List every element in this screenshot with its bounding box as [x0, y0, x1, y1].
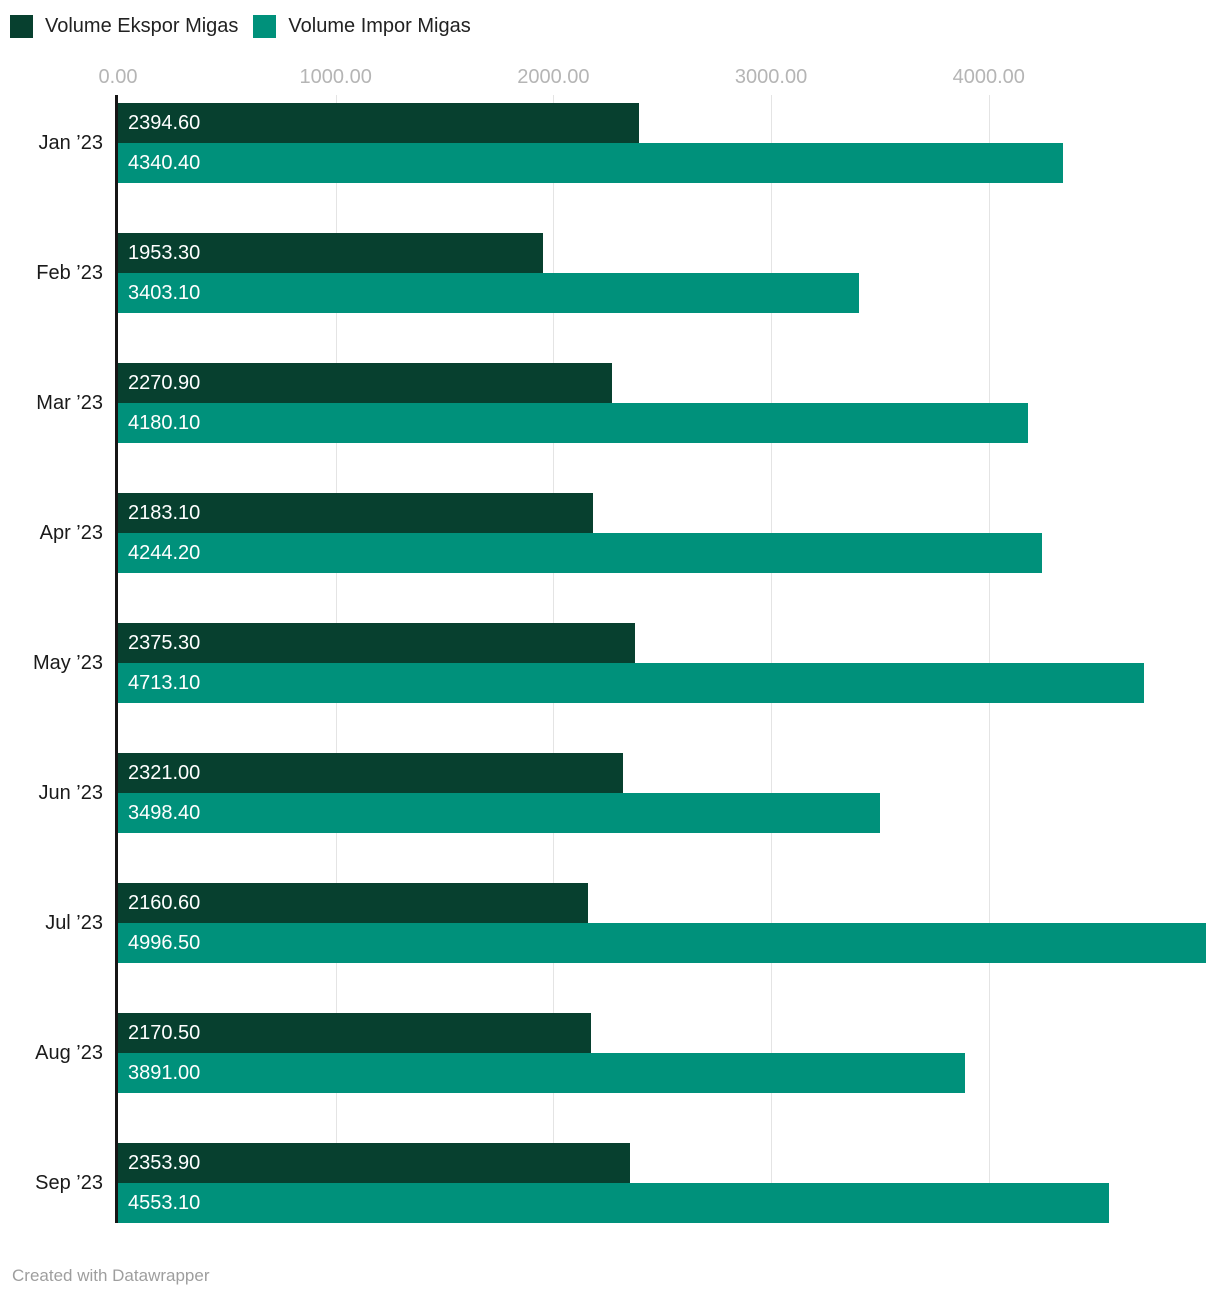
bar-ekspor: 2160.60: [118, 883, 589, 923]
x-tick-label: 1000.00: [299, 66, 372, 88]
x-axis: 0.00 1000.00 2000.00 3000.00 4000.00: [99, 66, 1218, 92]
x-tick-label: 0.00: [98, 66, 138, 88]
value-label: 2353.90: [128, 1152, 201, 1174]
value-label: 3891.00: [128, 1062, 201, 1084]
legend-item: Volume Ekspor Migas: [10, 15, 238, 38]
legend-label: Volume Ekspor Migas: [45, 15, 239, 37]
bar-group: Jun ’23 2321.00 3498.40: [39, 753, 1218, 833]
gridline: [771, 95, 773, 1223]
legend-label: Volume Impor Migas: [288, 15, 471, 37]
bar-impor: 4180.10: [118, 403, 1028, 443]
bar-ekspor: 2353.90: [118, 1143, 631, 1183]
value-label: 3403.10: [128, 282, 201, 304]
category-label: Apr ’23: [39, 522, 103, 544]
category-label: Aug ’23: [35, 1042, 103, 1064]
bar-group: Jan ’23 2394.60 4340.40: [39, 103, 1218, 183]
legend-swatch: [253, 15, 277, 38]
bar-ekspor: 2375.30: [118, 623, 636, 663]
bar-ekspor: 2321.00: [118, 753, 624, 793]
value-label: 4553.10: [128, 1192, 201, 1214]
value-label: 4713.10: [128, 672, 201, 694]
bar-impor: 3891.00: [118, 1053, 966, 1093]
value-label: 3498.40: [128, 802, 201, 824]
bar-ekspor: 2170.50: [118, 1013, 591, 1053]
x-tick-label: 4000.00: [952, 66, 1025, 88]
category-label: Sep ’23: [35, 1172, 103, 1194]
bar-impor: 3498.40: [118, 793, 880, 833]
legend-item: Volume Impor Migas: [253, 15, 471, 38]
bar-ekspor: 2394.60: [118, 103, 640, 143]
bar-impor: 4713.10: [118, 663, 1144, 703]
category-label: Jun ’23: [38, 782, 104, 804]
bar-group: Sep ’23 2353.90 4553.10: [35, 1143, 1218, 1223]
category-label: Feb ’23: [36, 262, 103, 284]
value-label: 2270.90: [128, 372, 201, 394]
bar-ekspor: 1953.30: [118, 233, 544, 273]
bar-group: Apr ’23 2183.10 4244.20: [40, 493, 1218, 573]
value-label: 2321.00: [128, 762, 201, 784]
value-label: 2375.30: [128, 632, 201, 654]
bar-impor: 4244.20: [118, 533, 1042, 573]
value-label: 2160.60: [128, 892, 201, 914]
bar-group: Mar ’23 2270.90 4180.10: [36, 363, 1218, 443]
bar-group: Aug ’23 2170.50 3891.00: [35, 1013, 1218, 1093]
category-label: Mar ’23: [36, 392, 103, 414]
value-label: 4244.20: [128, 542, 201, 564]
bar-impor: 3403.10: [118, 273, 859, 313]
bar-group: May ’23 2375.30 4713.10: [33, 623, 1218, 703]
bar-group: Jul ’23 2160.60 4996.50: [45, 883, 1218, 963]
x-tick-label: 3000.00: [734, 66, 808, 88]
category-label: Jan ’23: [38, 132, 104, 154]
value-label: 4996.50: [128, 932, 201, 954]
value-label: 2394.60: [128, 112, 201, 134]
value-label: 1953.30: [128, 242, 201, 264]
bar-impor: 4996.50: [118, 923, 1206, 963]
y-axis-line: [115, 95, 118, 1223]
bar-ekspor: 2270.90: [118, 363, 613, 403]
x-tick-label: 2000.00: [517, 66, 590, 88]
bar-impor: 4340.40: [118, 143, 1063, 183]
footer: Created with Datawrapper: [12, 1266, 209, 1286]
value-label: 2183.10: [128, 502, 201, 524]
category-label: Jul ’23: [45, 912, 103, 934]
value-label: 4180.10: [128, 412, 201, 434]
category-label: May ’23: [32, 652, 103, 674]
datawrapper-credit-link[interactable]: Created with Datawrapper: [12, 1266, 210, 1285]
bar-ekspor: 2183.10: [118, 493, 594, 533]
bar-impor: 4553.10: [118, 1183, 1110, 1223]
legend-swatch: [10, 15, 33, 38]
value-label: 4340.40: [128, 152, 201, 174]
gridline: [988, 95, 990, 1223]
legend: Volume Ekspor Migas Volume Impor Migas: [10, 15, 471, 38]
plot-area: Jan ’23 2394.60 4340.40 Feb ’23 1953.30 3403.…: [33, 95, 1218, 1223]
bar-group: Feb ’23 1953.30 3403.10: [36, 233, 1218, 313]
value-label: 2170.50: [128, 1022, 201, 1044]
